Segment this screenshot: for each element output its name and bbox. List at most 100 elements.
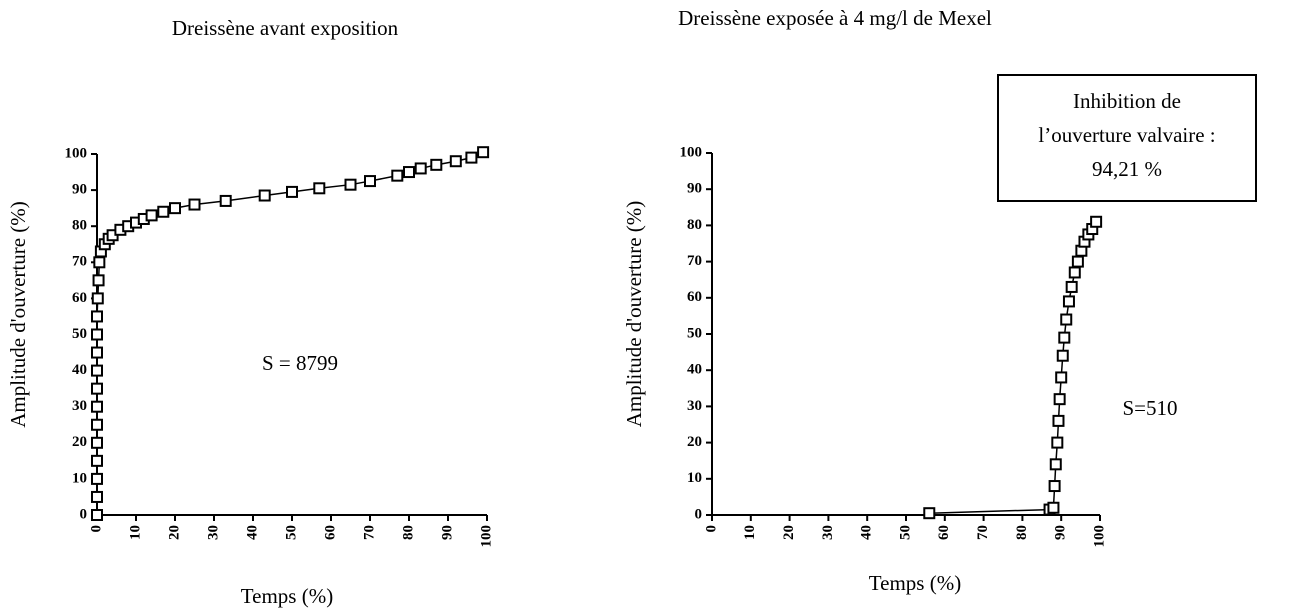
y-tick-label: 80 — [687, 217, 702, 233]
chart-title: Dreissène avant exposition — [172, 16, 399, 40]
marker — [313, 182, 326, 195]
x-tick-label: 90 — [1053, 525, 1069, 540]
marker — [1065, 280, 1078, 293]
marker — [1047, 501, 1060, 514]
marker — [91, 382, 103, 395]
y-tick-label: 20 — [72, 434, 87, 450]
y-tick-label: 50 — [72, 326, 87, 342]
marker — [1048, 480, 1061, 493]
marker — [1049, 458, 1062, 471]
annotation: S=510 — [1122, 396, 1177, 420]
marker — [414, 162, 427, 175]
x-tick-label: 50 — [897, 525, 913, 540]
marker — [145, 209, 158, 222]
y-tick-label: 80 — [72, 218, 87, 234]
marker — [91, 490, 103, 503]
x-tick-label: 60 — [936, 525, 952, 540]
marker — [1056, 349, 1069, 362]
x-tick-label: 50 — [283, 525, 299, 540]
x-tick-label: 40 — [244, 525, 260, 540]
y-tick-label: 0 — [80, 506, 88, 522]
x-tick-label: 80 — [1014, 525, 1030, 540]
marker — [391, 169, 404, 182]
data-line — [929, 221, 1097, 514]
marker — [1053, 393, 1066, 406]
x-tick-label: 70 — [361, 525, 377, 540]
y-tick-label: 0 — [695, 506, 703, 522]
x-tick-label: 20 — [781, 525, 797, 540]
marker — [1051, 436, 1064, 449]
marker — [286, 185, 298, 198]
chart-title: Dreissène exposée à 4 mg/l de Mexel — [678, 6, 992, 30]
marker — [1068, 266, 1081, 279]
x-tick-label: 100 — [478, 525, 494, 548]
marker — [91, 310, 103, 323]
marker — [91, 472, 103, 485]
marker — [169, 202, 181, 215]
marker — [1060, 313, 1073, 326]
x-axis-label: Temps (%) — [241, 584, 333, 608]
marker — [91, 346, 103, 359]
y-tick-label: 40 — [72, 362, 87, 378]
y-axis-label: Amplitude d'ouverture (%) — [622, 201, 646, 428]
x-tick-label: 20 — [166, 525, 182, 540]
y-tick-label: 40 — [687, 362, 702, 378]
marker — [364, 175, 376, 188]
marker — [449, 155, 462, 168]
x-tick-label: 10 — [127, 525, 143, 540]
y-tick-label: 30 — [72, 398, 87, 414]
marker — [258, 189, 271, 202]
y-tick-label: 100 — [680, 144, 703, 160]
marker — [1071, 255, 1084, 268]
marker — [465, 151, 478, 164]
marker — [219, 194, 232, 207]
annotation: S = 8799 — [262, 351, 338, 375]
x-tick-label: 90 — [439, 525, 455, 540]
x-tick-label: 100 — [1091, 525, 1107, 548]
marker — [477, 146, 490, 159]
y-tick-label: 100 — [65, 145, 88, 161]
y-tick-label: 50 — [687, 325, 702, 341]
marker — [91, 400, 103, 413]
marker — [91, 509, 103, 521]
x-tick-label: 30 — [205, 525, 221, 540]
marker — [91, 292, 104, 305]
x-tick-label: 10 — [742, 525, 758, 540]
y-axis-label: Amplitude d'ouverture (%) — [6, 201, 30, 428]
marker — [92, 274, 105, 287]
y-tick-label: 10 — [687, 470, 702, 486]
x-tick-label: 70 — [975, 525, 991, 540]
y-tick-label: 90 — [72, 182, 87, 198]
marker — [1055, 371, 1068, 384]
marker — [91, 418, 103, 431]
marker — [344, 178, 357, 191]
marker — [188, 198, 201, 211]
box-line: l’ouverture valvaire : — [1038, 123, 1215, 147]
y-tick-label: 60 — [687, 289, 702, 305]
marker — [403, 166, 415, 179]
x-tick-label: 40 — [859, 525, 875, 540]
marker — [923, 507, 936, 520]
marker — [1058, 331, 1071, 344]
marker — [91, 364, 103, 377]
data-line — [96, 151, 484, 515]
marker — [430, 158, 443, 171]
marker — [91, 328, 103, 341]
x-axis-label: Temps (%) — [869, 571, 961, 595]
marker — [157, 205, 170, 218]
marker — [91, 436, 103, 449]
box-line: Inhibition de — [1073, 89, 1181, 113]
x-tick-label: 0 — [703, 525, 719, 533]
marker — [1062, 295, 1075, 308]
marker — [1052, 414, 1065, 427]
annotation-box — [997, 74, 1257, 202]
marker — [91, 454, 103, 467]
marker — [93, 256, 106, 269]
marker — [1090, 215, 1103, 228]
y-tick-label: 70 — [687, 253, 702, 269]
y-tick-label: 10 — [72, 470, 87, 486]
y-tick-label: 90 — [687, 181, 702, 197]
x-tick-label: 80 — [400, 525, 416, 540]
y-tick-label: 70 — [72, 254, 87, 270]
